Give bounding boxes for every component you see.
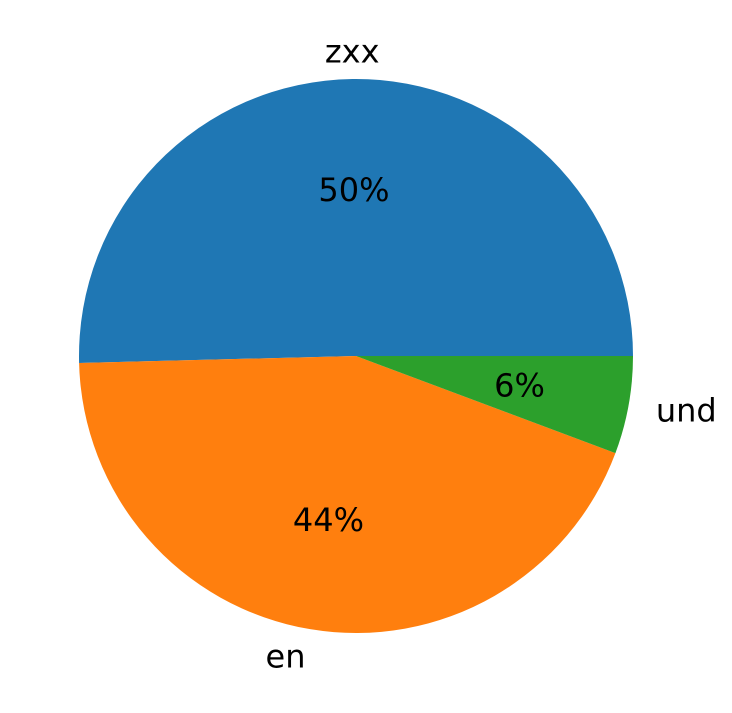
pie-slices — [78, 78, 633, 633]
pie-slice-zxx — [78, 78, 633, 363]
pie-percent-label-zxx: 50% — [318, 171, 389, 209]
pie-percent-label-en: 44% — [293, 501, 364, 539]
pie-percent-label-und: 6% — [494, 367, 545, 405]
pie-category-label-und: und — [656, 391, 717, 429]
pie-category-label-en: en — [266, 637, 306, 675]
pie-slice-en — [79, 356, 616, 633]
pie-slice-und — [356, 356, 633, 454]
pie-category-label-zxx: zxx — [325, 32, 380, 70]
pie-labels: 50% zxx 44% en 6% und — [266, 32, 717, 675]
